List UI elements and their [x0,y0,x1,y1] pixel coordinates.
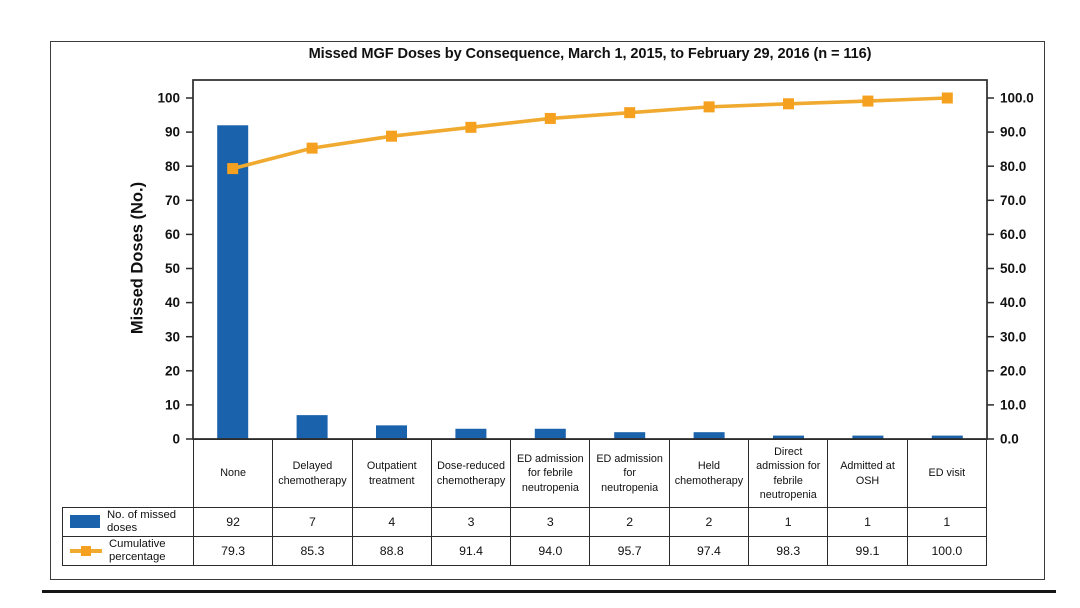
value-cell: 98.3 [748,535,829,566]
category-label: Outpatient treatment [351,439,432,508]
left-axis-tick-label: 70 [165,193,180,208]
bar [376,425,407,439]
left-axis-tick-label: 40 [165,295,180,310]
cumulative-marker [465,121,477,133]
value-cell: 91.4 [430,535,512,566]
legend-cell: Cumulative percentage [62,535,194,566]
value-cell: 85.3 [272,535,353,566]
cumulative-marker [227,163,239,175]
cumulative-marker [624,107,636,119]
cumulative-marker [703,101,715,113]
category-label: ED admission for neutropenia [589,439,670,508]
table-corner-spacer [63,440,194,508]
category-label: Direct admission for febrile neutropenia [748,439,829,508]
right-axis-tick-label: 50.0 [1000,261,1026,276]
cumulative-marker [306,142,318,154]
cumulative-marker [862,95,874,107]
series-label: Cumulative percentage [109,537,166,563]
series-label: No. of missed doses [107,509,177,534]
value-cell: 7 [272,507,353,537]
value-cell: 1 [748,507,829,537]
chart-title: Missed MGF Doses by Consequence, March 1… [308,46,872,62]
value-cell: 99.1 [827,535,908,566]
bar [614,432,646,439]
right-axis-tick-label: 90.0 [1000,125,1026,140]
right-axis-tick-label: 20.0 [1000,363,1026,378]
category-label: ED admission for febrile neutropenia [510,439,591,508]
left-axis-tick-label: 80 [165,159,180,174]
right-axis-tick-label: 40.0 [1000,295,1026,310]
category-label: Delayed chemotherapy [272,439,353,508]
bar [217,125,249,439]
right-axis-tick-label: 60.0 [1000,227,1026,242]
left-axis-tick-label: 90 [165,125,180,140]
left-axis-tick-label: 60 [165,227,180,242]
category-label: Admitted at OSH [827,439,908,508]
bar [931,435,963,439]
right-axis-tick-label: 10.0 [1000,398,1026,413]
right-axis-tick-label: 30.0 [1000,329,1026,344]
right-axis-tick-label: 0.0 [1000,432,1019,447]
left-axis-tick-label: 0 [172,432,180,447]
bottom-rule [42,590,1056,593]
bar [534,428,566,439]
right-axis-tick-label: 80.0 [1000,159,1026,174]
right-axis-tick-label: 70.0 [1000,193,1026,208]
category-label: None [192,439,274,508]
cumulative-marker [783,98,794,110]
value-cell: 88.8 [351,535,432,566]
right-axis-tick-label: 100.0 [1000,91,1034,106]
left-axis-tick-label: 10 [165,398,180,413]
category-label: ED visit [906,439,988,508]
value-cell: 4 [351,507,432,537]
bar-legend-swatch-icon [70,515,100,529]
cumulative-marker [941,92,953,104]
legend-cell: No. of missed doses [62,507,194,537]
value-cell: 1 [906,507,988,537]
bar [455,428,487,439]
value-cell: 92 [192,507,274,537]
bar [693,432,725,439]
value-cell: 2 [668,507,750,537]
value-cell: 95.7 [589,535,670,566]
cumulative-line [232,96,948,171]
cumulative-marker [386,130,397,142]
value-cell: 79.3 [192,535,274,566]
value-cell: 3 [430,507,512,537]
bar [773,435,804,439]
value-cell: 100.0 [906,535,988,566]
category-label: Dose-reduced chemotherapy [430,439,512,508]
bar [296,415,328,439]
category-label: Held chemotherapy [668,439,750,508]
value-cell: 1 [827,507,908,537]
left-axis-tick-label: 50 [165,261,180,276]
value-cell: 2 [589,507,670,537]
value-cell: 94.0 [510,535,591,566]
plot-frame [192,79,988,440]
cumulative-marker [544,112,556,124]
line-legend-swatch-icon [70,545,102,557]
left-axis-tick-label: 100 [157,91,180,106]
left-axis-tick-label: 30 [165,329,180,344]
value-cell: 97.4 [668,535,750,566]
left-axis-tick-label: 20 [165,363,180,378]
data-table: None Delayed chemotherapy Outpatient treat… [62,439,988,566]
bar [852,435,884,439]
value-cell: 3 [510,507,591,537]
